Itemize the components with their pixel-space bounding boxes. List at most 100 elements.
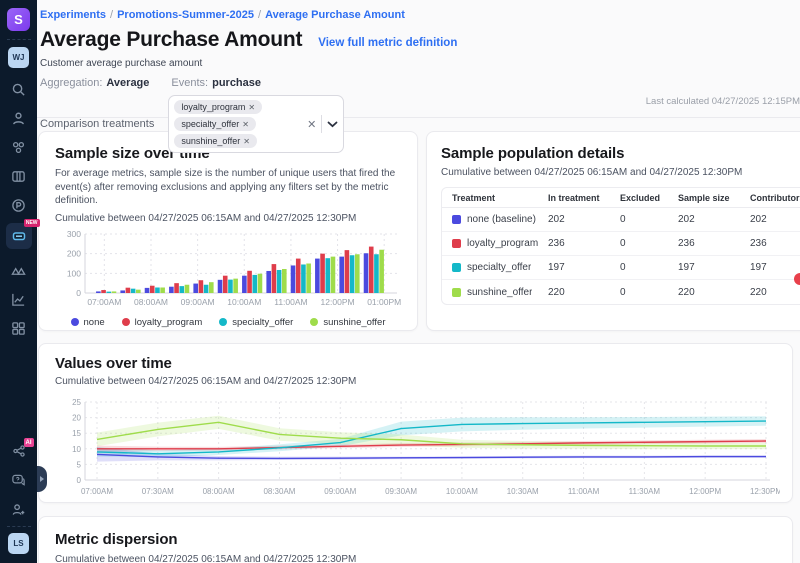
svg-text:11:30AM: 11:30AM bbox=[629, 487, 661, 496]
edge-notification-dot[interactable] bbox=[794, 273, 800, 285]
svg-text:0: 0 bbox=[77, 476, 82, 485]
breadcrumb-experiment-name[interactable]: Promotions-Summer-2025 bbox=[117, 9, 255, 21]
breadcrumb-current[interactable]: Average Purchase Amount bbox=[265, 9, 405, 21]
values-chart[interactable]: 0 5 10 15 20 25 07:00AM 07:30AM 08:00AM 08:30AM 09… bbox=[55, 387, 782, 502]
select-divider bbox=[321, 115, 323, 133]
svg-text:100: 100 bbox=[67, 268, 81, 278]
treatment-name: loyalty_program bbox=[467, 238, 539, 249]
sidebar-item-metrics-selected[interactable]: NEW bbox=[5, 219, 40, 249]
svg-text:07:00AM: 07:00AM bbox=[87, 297, 121, 307]
treatment-name: specialty_offer bbox=[467, 262, 532, 273]
aggregation-label: Aggregation: bbox=[40, 77, 103, 89]
svg-text:08:00AM: 08:00AM bbox=[134, 297, 168, 307]
svg-text:09:30AM: 09:30AM bbox=[385, 487, 417, 496]
sidebar-divider bbox=[6, 39, 31, 40]
legend-item-loyalty-program[interactable]: loyalty_program bbox=[121, 317, 202, 328]
table-row-sunshine-offer[interactable]: sunshine_offer 220 0 220 220 bbox=[442, 280, 800, 304]
legend-item-sunshine-offer[interactable]: sunshine_offer bbox=[310, 317, 385, 328]
cell-contributors: 202 bbox=[750, 214, 767, 225]
svg-text:01:00PM: 01:00PM bbox=[367, 297, 401, 307]
chip-remove-icon[interactable]: ✕ bbox=[248, 102, 256, 112]
treatment-swatch bbox=[452, 215, 461, 224]
chip-label: sunshine_offer bbox=[181, 136, 241, 146]
line-chart-icon[interactable] bbox=[11, 291, 27, 307]
aggregation-value: Average bbox=[106, 77, 150, 89]
sidebar-expand-handle[interactable] bbox=[37, 466, 47, 492]
experiments-icon[interactable] bbox=[11, 168, 27, 184]
sample-size-card: Sample size over time For average metric… bbox=[38, 131, 418, 331]
svg-text:09:00AM: 09:00AM bbox=[324, 487, 356, 496]
sample-size-chart[interactable]: 0 100 200 300 07:00AM 08:00AM 09:00AM 10:00AM 11… bbox=[55, 224, 401, 316]
chip-label: specialty_offer bbox=[181, 119, 240, 129]
metrics-peaks-icon[interactable] bbox=[11, 262, 27, 278]
legend-swatch bbox=[310, 318, 319, 326]
user-avatar[interactable]: LS bbox=[8, 533, 29, 554]
sidebar-divider bbox=[6, 526, 31, 527]
chip-remove-icon[interactable]: ✕ bbox=[242, 119, 249, 129]
svg-text:10:30AM: 10:30AM bbox=[507, 487, 539, 496]
svg-text:12:30PM: 12:30PM bbox=[750, 487, 780, 496]
svg-text:07:30AM: 07:30AM bbox=[142, 487, 174, 496]
svg-text:11:00AM: 11:00AM bbox=[568, 487, 600, 496]
treatment-name: none (baseline) bbox=[467, 214, 536, 225]
chip-sunshine-offer[interactable]: sunshine_offer ✕ bbox=[174, 134, 257, 148]
clear-all-icon[interactable]: ✕ bbox=[307, 118, 317, 131]
legend-swatch bbox=[219, 318, 228, 326]
invite-user-icon[interactable] bbox=[11, 501, 27, 517]
svg-text:09:00AM: 09:00AM bbox=[181, 297, 215, 307]
col-in-treatment: In treatment bbox=[548, 192, 600, 203]
users-icon[interactable] bbox=[11, 110, 27, 126]
events-label: Events: bbox=[171, 77, 209, 89]
pulse-icon[interactable] bbox=[11, 197, 27, 213]
svg-text:200: 200 bbox=[67, 248, 81, 258]
aggregation-row: Aggregation: Average Events: purchase bbox=[40, 77, 793, 89]
treatment-name: sunshine_offer bbox=[467, 286, 533, 298]
chip-specialty-offer[interactable]: specialty_offer ✕ bbox=[174, 117, 256, 131]
legend-label: none bbox=[83, 316, 105, 328]
dispersion-title: Metric dispersion bbox=[55, 531, 178, 548]
breadcrumb-experiments[interactable]: Experiments bbox=[40, 9, 107, 21]
help-chat-icon[interactable] bbox=[11, 472, 27, 488]
legend-item-none[interactable]: none bbox=[70, 316, 105, 328]
content-area: Sample size over time For average metric… bbox=[37, 118, 800, 563]
cell-sample-size: 197 bbox=[678, 262, 695, 273]
breadcrumb-separator: / bbox=[258, 9, 262, 21]
comparison-treatments-select[interactable]: loyalty_program ✕ specialty_offer ✕ sunshi… bbox=[168, 95, 345, 153]
svg-text:08:30AM: 08:30AM bbox=[263, 487, 295, 496]
chip-remove-icon[interactable]: ✕ bbox=[243, 136, 250, 146]
treatment-swatch bbox=[452, 263, 461, 272]
ai-badge: AI bbox=[23, 438, 34, 447]
col-contributors: Contributors bbox=[750, 192, 800, 203]
cell-excluded: 0 bbox=[620, 238, 626, 249]
svg-text:10: 10 bbox=[72, 445, 81, 454]
segments-icon[interactable] bbox=[11, 139, 27, 155]
table-row-specialty-offer[interactable]: specialty_offer 197 0 197 197 bbox=[442, 256, 800, 280]
workspace-avatar[interactable]: WJ bbox=[8, 47, 29, 68]
new-badge: NEW bbox=[23, 219, 40, 227]
last-calculated-text: Last calculated 04/27/2025 12:15PM bbox=[645, 96, 800, 107]
cell-contributors: 197 bbox=[750, 262, 767, 273]
values-card: Values over time Cumulative between 04/2… bbox=[38, 343, 793, 503]
dispersion-card: Metric dispersion Cumulative between 04/… bbox=[38, 516, 793, 563]
ai-assistant-icon[interactable]: AI bbox=[11, 438, 34, 459]
values-range: Cumulative between 04/27/2025 06:15AM an… bbox=[55, 376, 357, 387]
chip-loyalty-program[interactable]: loyalty_program ✕ bbox=[174, 100, 263, 114]
view-metric-definition-link[interactable]: View full metric definition bbox=[318, 37, 458, 49]
chevron-down-icon[interactable] bbox=[327, 115, 338, 133]
dashboard-grid-icon[interactable] bbox=[11, 320, 27, 336]
breadcrumb: Experiments / Promotions-Summer-2025/Avera… bbox=[40, 9, 793, 21]
table-row-none[interactable]: none (baseline) 202 0 202 202 bbox=[442, 208, 800, 232]
col-treatment: Treatment bbox=[452, 192, 496, 203]
svg-text:12:00PM: 12:00PM bbox=[321, 297, 355, 307]
legend-item-specialty-offer[interactable]: specialty_offer bbox=[219, 317, 293, 328]
population-card: Sample population details Cumulative bet… bbox=[426, 131, 800, 331]
page-header: Experiments / Promotions-Summer-2025/Avera… bbox=[37, 0, 800, 153]
svg-text:0: 0 bbox=[76, 288, 81, 298]
table-row-loyalty-program[interactable]: loyalty_program 236 0 236 236 bbox=[442, 232, 800, 256]
statsig-logo-icon[interactable]: S bbox=[7, 8, 30, 31]
svg-text:11:00AM: 11:00AM bbox=[274, 297, 307, 307]
caret-right-icon bbox=[40, 476, 44, 482]
search-icon[interactable] bbox=[11, 81, 27, 97]
cell-excluded: 0 bbox=[620, 214, 626, 225]
cell-sample-size: 202 bbox=[678, 214, 695, 225]
